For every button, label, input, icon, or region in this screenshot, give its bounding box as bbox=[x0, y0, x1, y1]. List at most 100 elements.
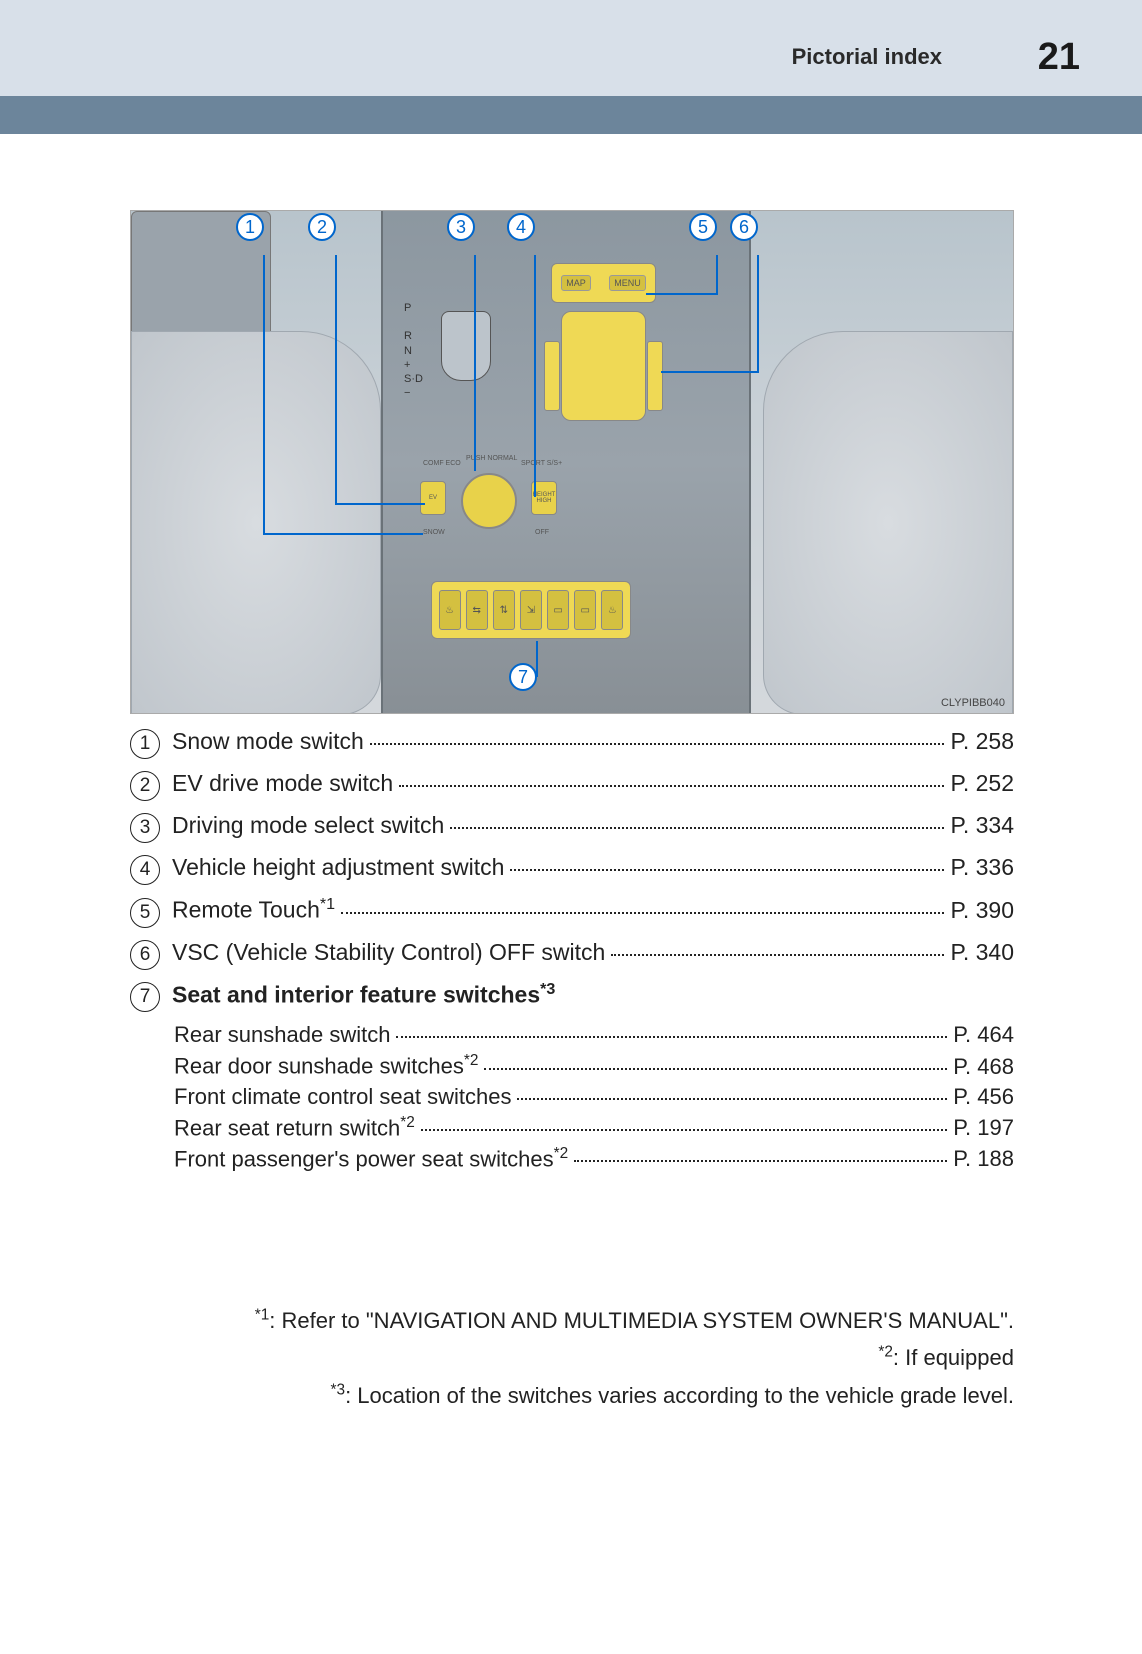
footnote-1-text: : Refer to "NAVIGATION AND MULTIMEDIA SY… bbox=[269, 1308, 1014, 1333]
index-subrow-label: Rear seat return switch*2 bbox=[174, 1114, 415, 1141]
index-row-number: 7 bbox=[130, 982, 160, 1012]
seat-adjust-icon: ⇲ bbox=[520, 590, 542, 630]
index-subrow-label: Rear door sunshade switches*2 bbox=[174, 1052, 478, 1079]
section-title: Pictorial index bbox=[792, 44, 942, 70]
index-subrow-page: P. 464 bbox=[953, 1022, 1014, 1048]
callout-line bbox=[335, 503, 425, 505]
footnote-3-text: : Location of the switches varies accord… bbox=[345, 1383, 1014, 1408]
index-subrow-dots bbox=[484, 1068, 947, 1070]
index-row-number: 4 bbox=[130, 855, 160, 885]
index-subrow-sup: *2 bbox=[400, 1114, 415, 1131]
page-number: 21 bbox=[1038, 36, 1080, 79]
sunshade-icon: ▭ bbox=[574, 590, 596, 630]
index-row-page: P. 334 bbox=[950, 812, 1014, 839]
index-row-label: Seat and interior feature switches*3 bbox=[172, 980, 555, 1009]
index-subrow-label: Front passenger's power seat switches*2 bbox=[174, 1145, 568, 1172]
index-subrow: Rear door sunshade switches*2 P. 468 bbox=[174, 1052, 1014, 1079]
gear-p: P bbox=[404, 301, 423, 315]
callout-line bbox=[335, 255, 337, 505]
index-subrow: Front passenger's power seat switches*2 P… bbox=[174, 1145, 1014, 1172]
index-row: 5 Remote Touch*1 P. 390 bbox=[130, 895, 1014, 928]
index-subrow-label: Rear sunshade switch bbox=[174, 1022, 390, 1048]
callout-line bbox=[661, 371, 757, 373]
seat-switch-panel: ♨ ⇆ ⇅ ⇲ ▭ ▭ ♨ bbox=[431, 581, 631, 639]
callout-line bbox=[534, 255, 536, 497]
gear-minus: − bbox=[404, 386, 423, 400]
sunshade-icon: ▭ bbox=[547, 590, 569, 630]
index-row-number: 2 bbox=[130, 771, 160, 801]
diagram-code: CLYPIBB040 bbox=[941, 697, 1005, 709]
map-button-label: MAP bbox=[561, 275, 591, 291]
callout-line bbox=[716, 255, 718, 295]
index-row-page: P. 340 bbox=[950, 939, 1014, 966]
seat-left-shape bbox=[131, 331, 381, 714]
callout-line bbox=[263, 533, 423, 535]
seat-heater-icon: ♨ bbox=[601, 590, 623, 630]
index-subrow-page: P. 468 bbox=[953, 1054, 1014, 1080]
callout-line bbox=[474, 255, 476, 471]
footnotes: *1: Refer to "NAVIGATION AND MULTIMEDIA … bbox=[130, 1302, 1014, 1414]
index-row-label: Vehicle height adjustment switch bbox=[172, 854, 504, 881]
index-subrow-dots bbox=[517, 1098, 947, 1100]
footnote-2: *2: If equipped bbox=[130, 1339, 1014, 1376]
gear-n: N bbox=[404, 344, 423, 358]
callout-line bbox=[757, 255, 759, 373]
seat-right-shape bbox=[763, 331, 1013, 714]
index-subrow-sup: *2 bbox=[554, 1145, 569, 1162]
index-row-dots bbox=[399, 785, 944, 787]
index-subrow-page: P. 456 bbox=[953, 1084, 1014, 1110]
header-bar bbox=[0, 96, 1142, 134]
index-subrow-dots bbox=[574, 1160, 947, 1162]
gear-plus: + bbox=[404, 358, 423, 372]
index-row-page: P. 390 bbox=[950, 897, 1014, 924]
callout-circle-5: 5 bbox=[689, 213, 717, 241]
mode-label-left: COMF ECO bbox=[423, 460, 461, 467]
index-subrow: Front climate control seat switchesP. 45… bbox=[174, 1084, 1014, 1110]
index-row-label: Remote Touch*1 bbox=[172, 895, 335, 924]
index-row: 1 Snow mode switch P. 258 bbox=[130, 727, 1014, 759]
footnote-2-mark: *2 bbox=[878, 1344, 893, 1361]
mode-label-snow: SNOW bbox=[423, 529, 445, 536]
callout-circle-1: 1 bbox=[236, 213, 264, 241]
index-row-label: Snow mode switch bbox=[172, 728, 364, 755]
seat-adjust-icon: ⇆ bbox=[466, 590, 488, 630]
index-row-label: EV drive mode switch bbox=[172, 770, 393, 797]
index-row-page: P. 336 bbox=[950, 854, 1014, 881]
callout-circle-2: 2 bbox=[308, 213, 336, 241]
callout-line bbox=[263, 255, 265, 535]
callout-line bbox=[646, 293, 716, 295]
index-row-number: 6 bbox=[130, 940, 160, 970]
index-row-page: P. 258 bbox=[950, 728, 1014, 755]
remote-touch-side-right bbox=[647, 341, 663, 411]
remote-touch-pad bbox=[561, 311, 646, 421]
index-subrow-page: P. 197 bbox=[953, 1115, 1014, 1141]
index-row-sup: *1 bbox=[320, 895, 335, 913]
shifter-knob bbox=[441, 311, 491, 381]
footnote-3: *3: Location of the switches varies acco… bbox=[130, 1377, 1014, 1414]
footnote-2-text: : If equipped bbox=[893, 1345, 1014, 1370]
index-row-number: 5 bbox=[130, 898, 160, 928]
shifter-labels: P R N + S·D − bbox=[404, 301, 423, 401]
gear-sd: S·D bbox=[404, 372, 423, 386]
ev-mode-button: EV bbox=[420, 481, 446, 515]
index-subrow-dots bbox=[396, 1036, 947, 1038]
remote-touch-side-left bbox=[544, 341, 560, 411]
index-subrow-page: P. 188 bbox=[953, 1146, 1014, 1172]
menu-button-label: MENU bbox=[609, 275, 646, 291]
index-row: 6 VSC (Vehicle Stability Control) OFF swi… bbox=[130, 938, 1014, 970]
index-row-dots bbox=[611, 954, 944, 956]
callout-circle-7: 7 bbox=[509, 663, 537, 691]
mode-label-right: SPORT S/S+ bbox=[521, 460, 562, 467]
index-row-number: 1 bbox=[130, 729, 160, 759]
index-row-number: 3 bbox=[130, 813, 160, 843]
index-row: 4 Vehicle height adjustment switch P. 336 bbox=[130, 853, 1014, 885]
index-row-label: VSC (Vehicle Stability Control) OFF swit… bbox=[172, 939, 605, 966]
callout-circle-6: 6 bbox=[730, 213, 758, 241]
index-row: 3 Driving mode select switch P. 334 bbox=[130, 811, 1014, 843]
index-row: 2EV drive mode switchP. 252 bbox=[130, 769, 1014, 801]
index-row-label: Driving mode select switch bbox=[172, 812, 444, 839]
index-list: 1 Snow mode switch P. 258 2 EV drive mode sw… bbox=[130, 727, 1014, 1176]
index-row-dots bbox=[370, 743, 945, 745]
mode-label-off: OFF bbox=[535, 529, 549, 536]
index-subrow: Rear seat return switch*2 P. 197 bbox=[174, 1114, 1014, 1141]
